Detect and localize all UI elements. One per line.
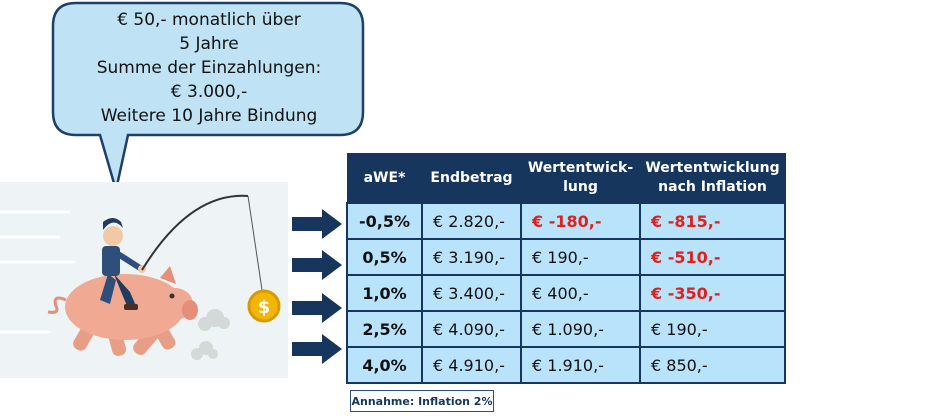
- cell-wertentwicklung: € 1.910,-: [520, 346, 641, 384]
- results-table: aWE* Endbetrag Wertentwick- lung Wertent…: [346, 153, 786, 384]
- cell-endbetrag: € 3.400,-: [421, 274, 522, 312]
- cell-awe: 4,0%: [346, 346, 423, 384]
- bubble-text: € 50,- monatlich über 5 Jahre Summe der …: [60, 4, 358, 132]
- cell-wertentwicklung-inflation: € 190,-: [639, 310, 786, 348]
- assumption-note: Annahme: Inflation 2%: [350, 390, 494, 412]
- man-icon: [100, 218, 146, 310]
- cell-wertentwicklung-inflation: € -350,-: [639, 274, 786, 312]
- table-row: 2,5% € 4.090,- € 1.090,- € 190,-: [346, 310, 786, 348]
- coin-symbol: $: [258, 297, 271, 318]
- table-row: -0,5% € 2.820,- € -180,- € -815,-: [346, 202, 786, 240]
- cell-wertentwicklung: € 400,-: [520, 274, 641, 312]
- cell-wertentwicklung: € 1.090,-: [520, 310, 641, 348]
- dust-puff-icon: [191, 309, 230, 360]
- cell-awe: 2,5%: [346, 310, 423, 348]
- table-header-row: aWE* Endbetrag Wertentwick- lung Wertent…: [346, 153, 786, 204]
- table-row: 0,5% € 3.190,- € 190,- € -510,-: [346, 238, 786, 276]
- cell-wertentwicklung-inflation: € -510,-: [639, 238, 786, 276]
- cell-wertentwicklung: € 190,-: [520, 238, 641, 276]
- arrow-right-icon: [292, 293, 342, 323]
- cell-awe: -0,5%: [346, 202, 423, 240]
- fishing-line: [247, 195, 263, 291]
- bubble-line: Weitere 10 Jahre Bindung: [100, 106, 318, 126]
- header-wertentwicklung-inflation: Wertentwicklung nach Inflation: [639, 153, 786, 204]
- cell-endbetrag: € 3.190,-: [421, 238, 522, 276]
- cell-awe: 0,5%: [346, 238, 423, 276]
- header-wertentwicklung: Wertentwick- lung: [520, 153, 641, 204]
- speed-lines: [0, 210, 75, 334]
- cell-endbetrag: € 4.910,-: [421, 346, 522, 384]
- cell-wertentwicklung: € -180,-: [520, 202, 641, 240]
- bubble-line: 5 Jahre: [179, 34, 239, 54]
- coin-icon: [247, 289, 281, 323]
- bubble-line: Summe der Einzahlungen:: [96, 58, 322, 78]
- table-row: 1,0% € 3.400,- € 400,- € -350,-: [346, 274, 786, 312]
- cell-endbetrag: € 2.820,-: [421, 202, 522, 240]
- cell-awe: 1,0%: [346, 274, 423, 312]
- piggy-rider-illustration: $: [0, 182, 288, 378]
- table-row: 4,0% € 4.910,- € 1.910,- € 850,-: [346, 346, 786, 384]
- fishing-rod: [141, 194, 249, 271]
- cell-endbetrag: € 4.090,-: [421, 310, 522, 348]
- speech-bubble: € 50,- monatlich über 5 Jahre Summe der …: [0, 0, 380, 200]
- cell-wertentwicklung-inflation: € 850,-: [639, 346, 786, 384]
- bubble-line: € 50,- monatlich über: [117, 10, 301, 30]
- speech-bubble-shape: [51, 1, 365, 191]
- arrow-right-icon: [292, 250, 342, 280]
- arrow-right-icon: [292, 334, 342, 364]
- header-endbetrag: Endbetrag: [421, 153, 522, 204]
- arrow-right-icon: [292, 209, 342, 239]
- header-awe: aWE*: [346, 153, 423, 204]
- bubble-line: € 3.000,-: [170, 82, 248, 102]
- cell-wertentwicklung-inflation: € -815,-: [639, 202, 786, 240]
